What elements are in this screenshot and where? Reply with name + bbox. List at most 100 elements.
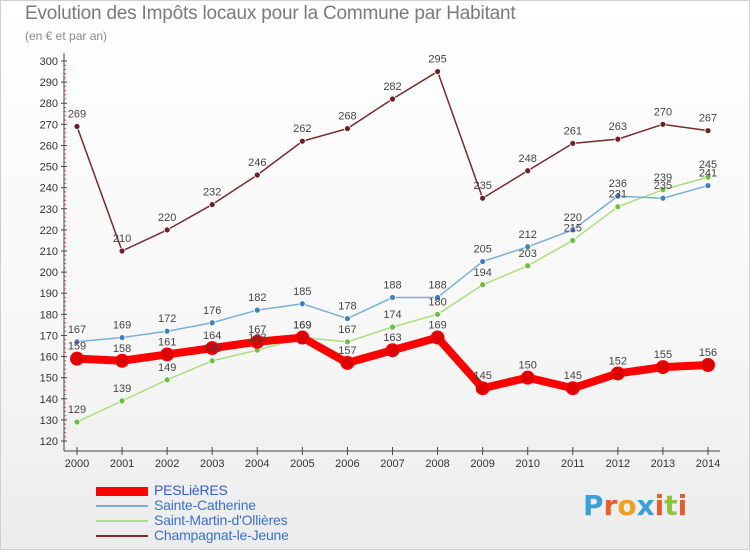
data-point	[569, 237, 577, 244]
y-tick-label: 210	[40, 246, 58, 258]
data-label: 210	[113, 233, 131, 245]
data-point	[163, 376, 171, 384]
x-tick-label: 2014	[696, 458, 720, 470]
data-point	[701, 358, 715, 372]
data-point	[205, 341, 220, 356]
data-point	[73, 418, 81, 426]
legend-label: PESLièRES	[154, 482, 228, 498]
data-label: 220	[564, 212, 582, 224]
data-label: 261	[564, 125, 582, 137]
data-label: 203	[519, 248, 537, 260]
data-label: 232	[203, 187, 221, 199]
brand-letter: P	[583, 489, 604, 522]
data-point	[569, 226, 577, 234]
data-label: 295	[428, 54, 446, 66]
data-point	[655, 360, 670, 375]
data-point	[295, 330, 310, 345]
y-tick-label: 240	[40, 183, 58, 195]
data-point	[163, 226, 171, 234]
data-point	[73, 338, 81, 346]
data-point	[340, 355, 355, 370]
data-point	[704, 182, 712, 189]
brand-letter: i	[677, 489, 688, 522]
data-label: 270	[654, 106, 672, 118]
data-point	[434, 294, 441, 301]
legend-swatch	[96, 535, 148, 537]
data-point	[430, 330, 445, 345]
data-point	[344, 338, 351, 346]
data-point	[344, 315, 351, 322]
data-point	[253, 306, 261, 314]
x-tick-label: 2010	[515, 458, 539, 470]
y-tick-label: 260	[40, 140, 58, 152]
chart-subtitle: (en € et par an)	[25, 29, 108, 43]
data-label: 167	[338, 324, 356, 336]
data-point	[389, 323, 396, 331]
brand-letter: t	[664, 489, 678, 522]
data-point	[479, 194, 487, 202]
data-point	[479, 258, 487, 265]
y-tick-label: 180	[40, 309, 58, 321]
y-tick-label: 300	[40, 56, 58, 68]
data-label: 269	[68, 108, 86, 120]
data-label: 248	[519, 153, 537, 165]
data-label: 188	[428, 279, 446, 291]
data-point	[118, 247, 126, 255]
y-tick-label: 250	[40, 162, 58, 174]
data-label: 282	[383, 81, 401, 93]
data-point	[250, 334, 265, 349]
data-label: 180	[428, 296, 446, 308]
data-label: 220	[158, 212, 176, 224]
y-tick-label: 280	[40, 98, 58, 110]
brand-letter: o	[617, 489, 637, 522]
legend-label: Saint-Martin-d'Ollières	[154, 512, 288, 528]
x-tick-label: 2002	[155, 458, 179, 470]
legend-swatch	[96, 486, 148, 496]
data-point	[118, 334, 126, 341]
data-point	[70, 351, 84, 366]
data-point	[253, 171, 261, 179]
data-point	[565, 381, 580, 396]
data-point	[73, 123, 81, 130]
data-label: 212	[519, 229, 537, 241]
data-label: 150	[519, 360, 537, 372]
data-label: 169	[293, 320, 311, 332]
data-label: 263	[609, 121, 627, 133]
data-point	[160, 347, 175, 362]
data-label: 262	[293, 123, 311, 135]
data-point	[434, 68, 441, 75]
data-point	[520, 370, 535, 385]
data-point	[344, 125, 351, 132]
legend-swatch	[96, 520, 148, 522]
data-label: 241	[699, 168, 717, 180]
data-point	[389, 294, 396, 301]
data-point	[475, 381, 490, 396]
data-label: 163	[383, 332, 401, 344]
chart-title: Evolution des Impôts locaux pour la Comm…	[25, 3, 516, 24]
data-point	[298, 300, 306, 308]
y-tick-label: 270	[40, 119, 58, 131]
data-label: 167	[248, 324, 266, 336]
data-label: 163	[248, 332, 266, 344]
data-point	[479, 281, 487, 289]
data-point	[704, 173, 712, 181]
y-tick-label: 190	[40, 288, 58, 300]
x-tick-label: 2006	[335, 458, 359, 470]
data-point	[569, 139, 577, 147]
data-label: 215	[564, 222, 582, 234]
data-point	[118, 397, 126, 405]
data-label: 188	[383, 279, 401, 291]
data-point	[614, 192, 622, 200]
data-label: 164	[203, 330, 221, 342]
data-point	[298, 137, 306, 145]
x-tick-label: 2001	[110, 458, 134, 470]
data-label: 268	[338, 111, 356, 123]
data-label: 205	[473, 244, 491, 256]
brand-letter: r	[603, 489, 618, 522]
data-label: 167	[68, 324, 86, 336]
data-label: 152	[609, 355, 627, 367]
data-point	[704, 127, 712, 135]
data-point	[614, 135, 622, 143]
legend-label: Champagnat-le-Jeune	[154, 527, 289, 543]
